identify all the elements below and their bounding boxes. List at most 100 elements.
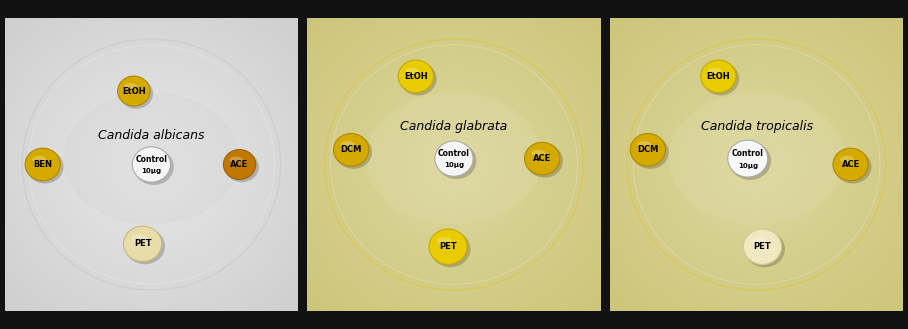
Ellipse shape (52, 68, 252, 261)
Ellipse shape (0, 0, 369, 329)
Ellipse shape (745, 153, 769, 176)
Ellipse shape (0, 0, 388, 329)
Ellipse shape (202, 0, 706, 329)
Ellipse shape (24, 41, 279, 288)
Ellipse shape (243, 0, 665, 329)
Ellipse shape (361, 75, 547, 254)
Ellipse shape (0, 13, 308, 316)
Ellipse shape (720, 130, 793, 199)
Ellipse shape (14, 31, 290, 298)
Ellipse shape (0, 0, 379, 329)
Ellipse shape (0, 0, 365, 329)
Ellipse shape (583, 0, 908, 329)
Ellipse shape (632, 136, 669, 169)
Ellipse shape (748, 156, 765, 173)
Ellipse shape (710, 119, 803, 210)
Ellipse shape (110, 125, 192, 204)
Ellipse shape (643, 55, 871, 274)
Text: ACE: ACE (231, 160, 249, 169)
Ellipse shape (247, 0, 661, 329)
Ellipse shape (525, 142, 559, 175)
Ellipse shape (0, 0, 348, 329)
Ellipse shape (0, 0, 398, 329)
Ellipse shape (323, 38, 585, 291)
Ellipse shape (314, 30, 594, 299)
Ellipse shape (399, 111, 509, 218)
Ellipse shape (501, 0, 908, 329)
Ellipse shape (26, 150, 64, 184)
Ellipse shape (347, 61, 561, 268)
Ellipse shape (750, 158, 764, 171)
Ellipse shape (0, 0, 374, 329)
Ellipse shape (316, 31, 592, 298)
Ellipse shape (119, 133, 184, 196)
Ellipse shape (10, 28, 292, 301)
Ellipse shape (725, 135, 787, 194)
Ellipse shape (218, 0, 690, 329)
Ellipse shape (518, 0, 908, 329)
Ellipse shape (352, 66, 556, 263)
Ellipse shape (131, 234, 146, 242)
Ellipse shape (549, 0, 908, 329)
Ellipse shape (46, 63, 257, 266)
Ellipse shape (233, 0, 675, 329)
Text: Candida tropicalis: Candida tropicalis (700, 120, 813, 133)
Ellipse shape (612, 25, 902, 304)
Ellipse shape (8, 26, 294, 303)
Ellipse shape (695, 105, 819, 224)
Ellipse shape (536, 0, 908, 329)
Ellipse shape (564, 0, 908, 329)
Ellipse shape (283, 0, 625, 329)
Ellipse shape (340, 55, 568, 274)
Ellipse shape (706, 116, 806, 213)
Ellipse shape (362, 76, 546, 253)
Ellipse shape (0, 5, 317, 324)
Ellipse shape (741, 149, 772, 180)
Ellipse shape (714, 123, 800, 206)
Ellipse shape (199, 0, 709, 329)
Ellipse shape (117, 131, 186, 198)
Ellipse shape (618, 31, 894, 298)
Ellipse shape (295, 12, 613, 317)
Ellipse shape (390, 103, 518, 226)
Ellipse shape (630, 134, 666, 166)
Ellipse shape (437, 237, 452, 245)
Ellipse shape (408, 119, 500, 210)
Ellipse shape (0, 0, 410, 329)
Ellipse shape (119, 78, 153, 109)
Ellipse shape (308, 23, 600, 306)
Ellipse shape (0, 0, 361, 329)
Ellipse shape (691, 101, 822, 228)
Ellipse shape (541, 0, 908, 329)
Ellipse shape (254, 0, 654, 329)
Ellipse shape (686, 96, 827, 233)
Ellipse shape (310, 25, 598, 304)
Ellipse shape (0, 0, 401, 329)
Ellipse shape (0, 3, 319, 326)
Ellipse shape (223, 0, 685, 329)
Ellipse shape (618, 31, 894, 298)
Ellipse shape (201, 0, 707, 329)
Ellipse shape (586, 0, 908, 329)
Ellipse shape (335, 50, 573, 279)
Ellipse shape (0, 10, 311, 319)
Ellipse shape (123, 138, 179, 191)
Ellipse shape (0, 8, 313, 321)
Ellipse shape (275, 0, 633, 329)
Ellipse shape (94, 110, 208, 219)
Ellipse shape (251, 0, 657, 329)
Ellipse shape (280, 0, 628, 329)
Text: DCM: DCM (637, 145, 658, 154)
Ellipse shape (364, 78, 544, 251)
Ellipse shape (755, 163, 758, 166)
Ellipse shape (125, 228, 165, 264)
Ellipse shape (211, 0, 697, 329)
Ellipse shape (651, 63, 862, 266)
Ellipse shape (0, 0, 336, 329)
Ellipse shape (377, 89, 531, 240)
Ellipse shape (64, 80, 240, 249)
Ellipse shape (0, 0, 392, 329)
Text: Control: Control (135, 155, 167, 164)
Ellipse shape (591, 5, 908, 324)
Ellipse shape (220, 0, 688, 329)
